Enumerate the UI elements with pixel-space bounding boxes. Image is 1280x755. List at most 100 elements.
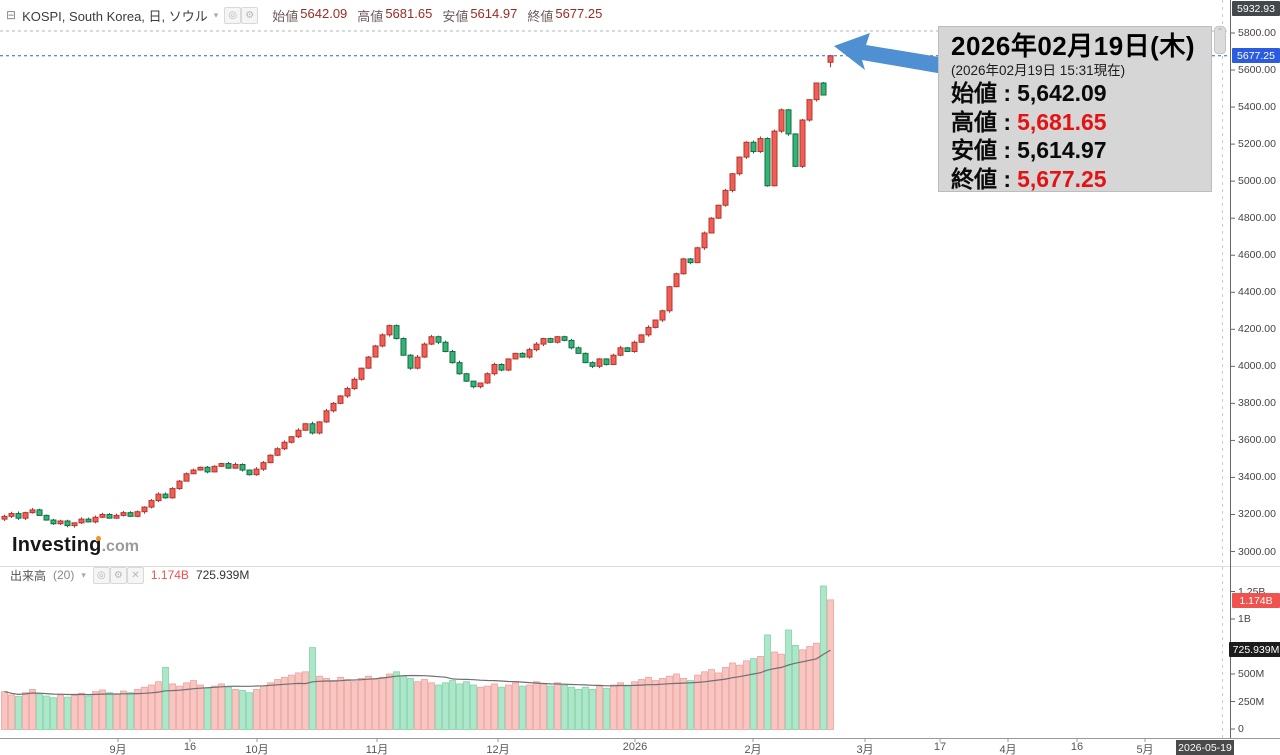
volume-bar[interactable] [120, 690, 127, 730]
candle[interactable] [526, 349, 533, 358]
volume-bar[interactable] [533, 681, 540, 730]
candle[interactable] [253, 468, 260, 476]
candle[interactable] [204, 466, 211, 473]
candle[interactable] [638, 334, 645, 343]
candle[interactable] [407, 354, 414, 369]
volume-bar[interactable] [820, 585, 827, 730]
candle[interactable] [750, 141, 757, 153]
candle[interactable] [71, 522, 78, 527]
volume-bar[interactable] [148, 684, 155, 730]
volume-bar[interactable] [624, 685, 631, 730]
candle[interactable] [113, 514, 120, 519]
candle[interactable] [463, 373, 470, 382]
volume-bar[interactable] [778, 653, 785, 730]
volume-bar[interactable] [526, 684, 533, 730]
volume-bar[interactable] [470, 684, 477, 730]
volume-bar[interactable] [750, 658, 757, 730]
volume-bar[interactable] [15, 696, 22, 730]
volume-bar[interactable] [799, 649, 806, 730]
candle[interactable] [400, 338, 407, 356]
candle[interactable] [22, 512, 29, 519]
candle[interactable] [687, 258, 694, 264]
volume-bar[interactable] [764, 634, 771, 730]
candle[interactable] [421, 343, 428, 358]
volume-bar[interactable] [281, 676, 288, 730]
volume-bar[interactable] [575, 689, 582, 730]
volume-bar[interactable] [659, 678, 666, 730]
volume-bar[interactable] [680, 678, 687, 730]
candle[interactable] [512, 352, 519, 360]
candle[interactable] [666, 286, 673, 312]
volume-bar[interactable] [498, 686, 505, 730]
candle[interactable] [8, 513, 15, 517]
candle[interactable] [43, 514, 50, 521]
candle[interactable] [64, 520, 71, 527]
volume-bar[interactable] [512, 682, 519, 730]
volume-bar[interactable] [309, 647, 316, 730]
volume-bar[interactable] [302, 671, 309, 730]
candle[interactable] [288, 436, 295, 443]
candle[interactable] [764, 138, 771, 187]
candle[interactable] [148, 500, 155, 508]
volume-bar[interactable] [596, 685, 603, 730]
candle[interactable] [771, 130, 778, 187]
volume-bar[interactable] [36, 693, 43, 730]
volume-bar[interactable] [477, 686, 484, 730]
volume-bar[interactable] [141, 686, 148, 730]
volume-bar[interactable] [540, 683, 547, 730]
volume-bar[interactable] [393, 671, 400, 730]
candle[interactable] [281, 441, 288, 450]
candle[interactable] [99, 513, 106, 518]
volume-bar[interactable] [365, 675, 372, 730]
volume-bar[interactable] [197, 684, 204, 730]
settings-icon[interactable]: ⚙ [109, 566, 127, 584]
candle[interactable] [799, 119, 806, 167]
volume-bar[interactable] [169, 683, 176, 730]
volume-bar[interactable] [50, 697, 57, 730]
volume-bar[interactable] [582, 686, 589, 730]
candle[interactable] [358, 367, 365, 380]
candle[interactable] [743, 141, 750, 158]
volume-bar[interactable] [708, 669, 715, 730]
candle[interactable] [519, 352, 526, 358]
candle[interactable] [267, 454, 274, 464]
candle[interactable] [141, 506, 148, 513]
candle[interactable] [540, 338, 547, 345]
candle[interactable] [715, 204, 722, 219]
candle[interactable] [589, 362, 596, 367]
candle[interactable] [302, 423, 309, 431]
candle[interactable] [757, 138, 764, 153]
candle[interactable] [372, 345, 379, 358]
candle[interactable] [218, 463, 225, 467]
candle[interactable] [610, 354, 617, 365]
candle[interactable] [155, 493, 162, 502]
candle[interactable] [246, 469, 253, 476]
volume-bar[interactable] [589, 689, 596, 730]
volume-bar[interactable] [316, 675, 323, 730]
candle[interactable] [484, 373, 491, 384]
volume-bar[interactable] [687, 680, 694, 730]
volume-bar[interactable] [449, 680, 456, 730]
volume-bar[interactable] [792, 645, 799, 730]
candle[interactable] [547, 338, 554, 343]
volume-bar[interactable] [435, 684, 442, 730]
candle[interactable] [295, 429, 302, 438]
volume-bar[interactable] [421, 679, 428, 730]
volume-bar[interactable] [736, 664, 743, 730]
candle[interactable] [827, 55, 834, 63]
candle[interactable] [792, 133, 799, 167]
candle[interactable] [85, 518, 92, 523]
candle[interactable] [211, 465, 218, 473]
collapse-pane-icon[interactable]: ⊟ [6, 8, 17, 22]
candle[interactable] [78, 518, 85, 524]
candle[interactable] [344, 388, 351, 397]
volume-bar[interactable] [722, 667, 729, 730]
candle[interactable] [134, 511, 141, 517]
volume-bar[interactable] [638, 679, 645, 730]
candle[interactable] [428, 336, 435, 345]
candle[interactable] [442, 341, 449, 353]
candle[interactable] [652, 319, 659, 328]
candle[interactable] [260, 462, 267, 470]
candle[interactable] [820, 82, 827, 96]
volume-bar[interactable] [288, 674, 295, 730]
